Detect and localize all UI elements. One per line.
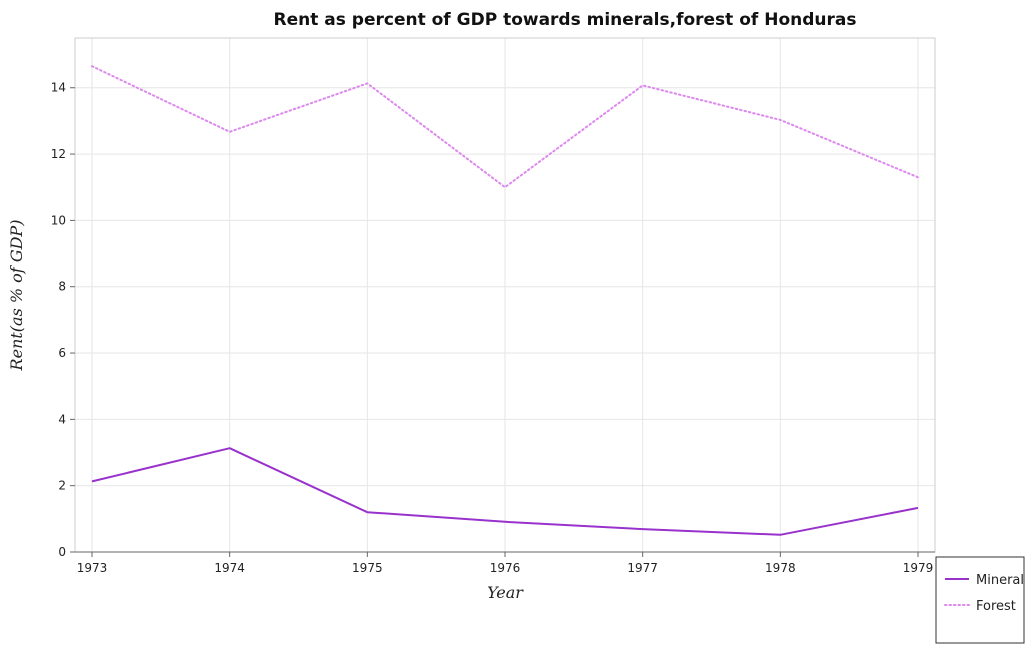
y-tick-label: 2	[58, 479, 66, 493]
legend-label-forest: Forest	[976, 599, 1016, 614]
x-tick-label: 1975	[352, 561, 383, 575]
chart-title: Rent as percent of GDP towards minerals,…	[274, 10, 857, 30]
legend-label-mineral: Mineral	[976, 573, 1024, 588]
y-tick-label: 4	[58, 412, 66, 426]
y-axis: 0 2 4 6 8 10 12 14	[51, 81, 75, 559]
data-point-mineral	[91, 480, 93, 482]
legend-box	[935, 556, 1025, 644]
series-line-mineral	[91, 447, 919, 536]
y-axis-label: Rent(as % of GDP)	[7, 220, 26, 372]
y-tick-label: 8	[58, 280, 66, 294]
grid	[75, 38, 935, 553]
data-point-mineral	[779, 534, 781, 536]
data-point-mineral	[641, 528, 643, 530]
x-axis-label: Year	[487, 583, 524, 602]
series-line-forest	[91, 65, 919, 189]
y-tick-label: 10	[51, 213, 66, 227]
x-tick-label: 1978	[765, 561, 796, 575]
data-point-mineral	[504, 521, 506, 523]
x-tick-label: 1974	[214, 561, 245, 575]
data-point-forest	[504, 186, 506, 188]
data-point-forest	[779, 119, 781, 121]
data-point-forest	[366, 82, 368, 84]
y-tick-label: 14	[51, 81, 66, 95]
y-tick-label: 12	[51, 147, 66, 161]
x-tick-label: 1973	[77, 561, 108, 575]
data-point-forest	[91, 65, 93, 67]
x-tick-label: 1977	[627, 561, 658, 575]
data-point-forest	[917, 176, 919, 178]
data-point-mineral	[228, 447, 230, 449]
legend: Mineral Forest	[935, 556, 1025, 644]
data-point-forest	[641, 84, 643, 86]
y-tick-label: 6	[58, 346, 66, 360]
x-tick-label: 1976	[490, 561, 521, 575]
x-tick-label: 1979	[903, 561, 934, 575]
data-point-mineral	[366, 511, 368, 513]
data-point-mineral	[917, 507, 919, 509]
y-tick-label: 0	[58, 545, 66, 559]
data-point-forest	[228, 131, 230, 133]
series	[91, 65, 919, 536]
x-axis: 1973 1974 1975 1976 1977 1978 1979	[75, 551, 935, 575]
